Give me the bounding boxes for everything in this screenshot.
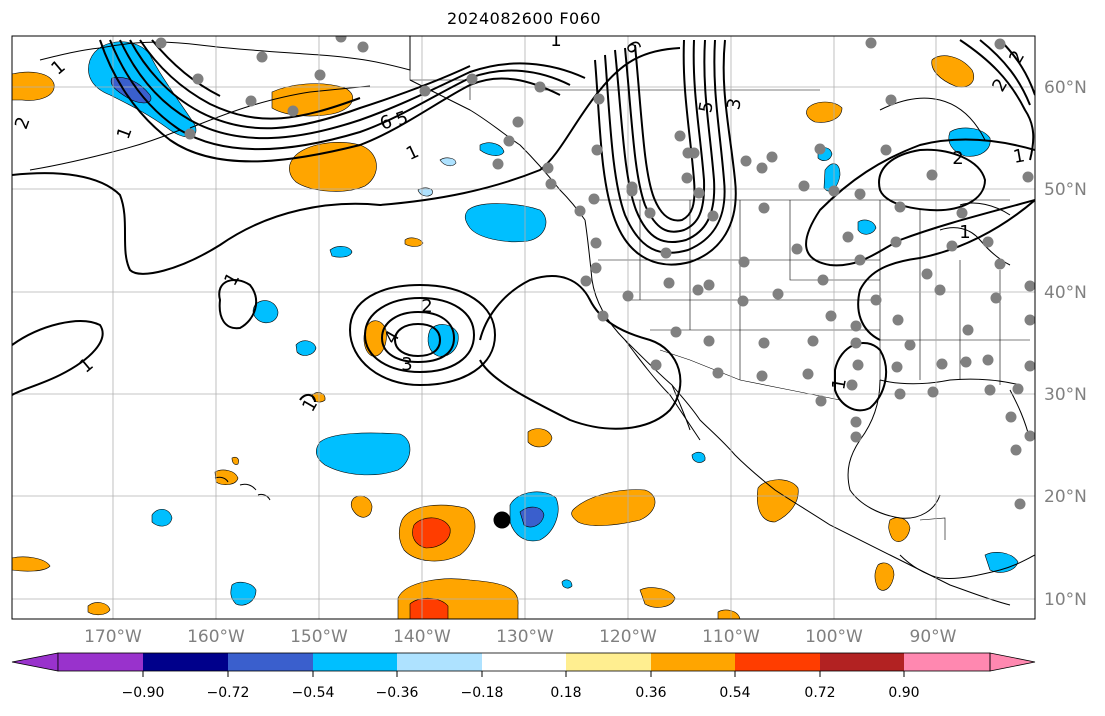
contour-label: 1: [550, 30, 561, 51]
colorbar-segment: [820, 653, 904, 671]
contour-label: 1: [959, 222, 970, 243]
colorbar-segment: [904, 653, 990, 671]
lat-label: 40°N: [1044, 283, 1087, 303]
storm-center-marker: [493, 511, 511, 529]
colorbar-tick-label: 0.54: [719, 685, 750, 701]
lat-label: 20°N: [1044, 487, 1087, 507]
station-dots: [155, 36, 1035, 510]
contour-label: 1: [1012, 145, 1027, 168]
chart-title: 2024082600 F060: [446, 9, 602, 28]
lat-label: 50°N: [1044, 180, 1087, 200]
contour-label: 2: [421, 296, 432, 317]
lat-label: 60°N: [1044, 78, 1087, 98]
colorbar-tick-label: 0.90: [888, 685, 919, 701]
lon-label: 140°W: [393, 627, 451, 647]
colorbar-ticks: [142, 671, 905, 677]
contour-label: 2: [952, 148, 963, 169]
colorbar-tick-label: −0.90: [122, 685, 165, 701]
colorbar-tick-labels: −0.90 −0.72 −0.54 −0.36 −0.18 0.18 0.36 …: [122, 685, 920, 701]
colorbar-segment: [313, 653, 397, 671]
lon-label: 90°W: [910, 627, 957, 647]
colorbar-segment: [58, 653, 143, 671]
contour-label: 5: [695, 100, 718, 115]
colorbar-segment: [566, 653, 651, 671]
longitude-labels: 170°W 160°W 150°W 140°W 130°W 120°W 110°…: [84, 627, 957, 647]
colorbar: −0.90 −0.72 −0.54 −0.36 −0.18 0.18 0.36 …: [11, 652, 1036, 701]
contour-label: 3: [723, 97, 746, 112]
lon-label: 120°W: [599, 627, 657, 647]
colorbar-tick-label: 0.72: [804, 685, 835, 701]
colorbar-tick-label: 0.18: [550, 685, 581, 701]
colorbar-segment: [651, 653, 735, 671]
colorbar-tick-label: −0.72: [207, 685, 250, 701]
contour-label: 1: [828, 377, 851, 392]
map-panel: 1 2 6 5 1 1 6 5 3 2 1 2 1 2 3 4 1 1 1 2: [11, 30, 1036, 620]
lon-label: 170°W: [84, 627, 142, 647]
colorbar-segment: [735, 653, 820, 671]
lat-label: 30°N: [1044, 385, 1087, 405]
lat-label: 10°N: [1044, 590, 1087, 610]
latitude-labels: 60°N 50°N 40°N 30°N 20°N 10°N: [1044, 78, 1087, 610]
colorbar-left-extend: [11, 652, 59, 672]
colorbar-tick-label: −0.18: [461, 685, 504, 701]
colorbar-tick-label: −0.54: [292, 685, 335, 701]
lon-label: 130°W: [496, 627, 554, 647]
lon-label: 100°W: [805, 627, 863, 647]
contour-label: 3: [401, 354, 412, 375]
lon-label: 110°W: [702, 627, 760, 647]
political-borders: [409, 36, 1030, 540]
colorbar-segment: [228, 653, 313, 671]
lon-label: 150°W: [290, 627, 348, 647]
colorbar-segment: [143, 653, 228, 671]
colorbar-segment: [397, 653, 482, 671]
colorbar-right-extend: [989, 652, 1036, 672]
colorbar-tick-label: −0.36: [376, 685, 419, 701]
colorbar-tick-label: 0.36: [635, 685, 666, 701]
contour-lines: [12, 39, 1035, 430]
colorbar-segment: [482, 653, 566, 671]
lon-label: 160°W: [187, 627, 245, 647]
